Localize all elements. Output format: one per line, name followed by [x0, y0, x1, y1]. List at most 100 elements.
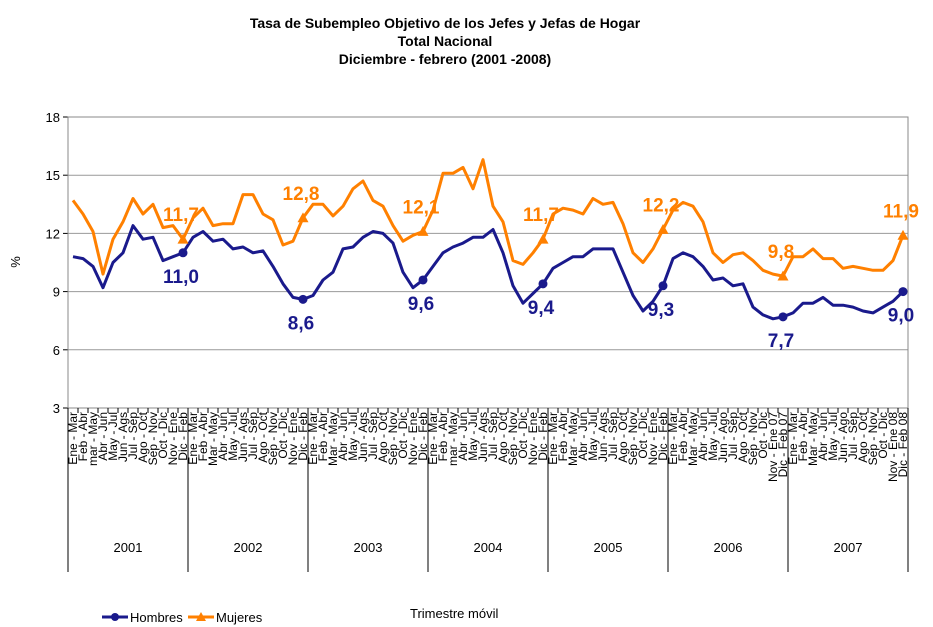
- data-label: 12,8: [283, 184, 320, 205]
- chart-title: Tasa de Subempleo Objetivo de los Jefes …: [250, 15, 641, 31]
- marker: [537, 233, 549, 244]
- x-tick-label: Feb - Abr: [676, 412, 690, 461]
- x-tick-label: May - Jul: [706, 412, 720, 461]
- x-tick-label: May - Jul: [346, 412, 360, 461]
- x-tick-label: Jul - Sep: [726, 412, 740, 460]
- x-tick-label: Feb - Abr: [556, 412, 570, 461]
- marker: [657, 224, 669, 234]
- marker: [778, 312, 788, 322]
- marker: [177, 233, 189, 244]
- x-tick-label: Oct - Dic: [156, 412, 170, 459]
- x-tick-label: Abr - Jun: [216, 412, 230, 461]
- marker: [898, 287, 908, 297]
- x-tick-label: Nov - Ene: [526, 412, 540, 466]
- y-tick-label: 9: [53, 285, 60, 300]
- x-tick-label: Feb - Abr: [196, 412, 210, 461]
- marker: [897, 229, 909, 240]
- x-tick-label: Mar - May: [686, 412, 700, 466]
- data-label: 7,7: [768, 331, 794, 352]
- x-tick-label: Nov - Ene: [286, 412, 300, 466]
- y-tick-label: 15: [46, 168, 60, 183]
- x-tick-label: Ene - Mar: [186, 412, 200, 465]
- data-label: 9,0: [888, 306, 914, 327]
- year-label: 2002: [234, 540, 263, 555]
- x-tick-label: Oct - Dic: [876, 412, 890, 459]
- x-tick-label: Mar - May: [326, 412, 340, 466]
- x-tick-label: mar - May: [446, 412, 460, 466]
- x-tick-label: Ene - Mar: [546, 412, 560, 465]
- data-label: 9,3: [648, 300, 674, 321]
- year-label: 2005: [594, 540, 623, 555]
- x-tick-label: Sep - Nov: [146, 412, 160, 465]
- x-tick-label: Jul - Sep: [606, 412, 620, 460]
- x-tick-label: Nov - Ene: [406, 412, 420, 466]
- legend-label: Mujeres: [216, 610, 263, 625]
- data-label: 11,7: [523, 205, 559, 226]
- x-tick-label: Nov - Ene 07: [766, 412, 780, 482]
- x-tick-label: Sep - Nov: [866, 412, 880, 465]
- y-tick-label: 3: [53, 401, 60, 416]
- x-tick-label: Ene - Mar: [786, 412, 800, 465]
- x-tick-label: Dic - Feb: [656, 412, 670, 461]
- data-label: 9,4: [528, 298, 555, 319]
- x-tick-label: Jul - Sep: [846, 412, 860, 460]
- x-tick-label: Dic - Feb: [416, 412, 430, 461]
- x-tick-label: Abr - Jun: [816, 412, 830, 461]
- year-label: 2003: [354, 540, 383, 555]
- x-tick-label: Mar - May: [806, 412, 820, 466]
- x-tick-label: Sep - Nov: [626, 412, 640, 465]
- x-tick-label: Ago - Oct: [376, 411, 390, 462]
- x-tick-label: Feb - Abr: [796, 412, 810, 461]
- data-label: 11,9: [883, 201, 919, 222]
- x-tick-label: Abr - Jun: [456, 412, 470, 461]
- x-tick-label: Dic - Feb 07: [776, 412, 790, 478]
- marker: [298, 294, 308, 304]
- x-tick-label: Jul - Sep: [366, 412, 380, 460]
- x-tick-label: Jul - Sep: [126, 412, 140, 460]
- x-tick-label: Jun - Ags: [476, 412, 490, 462]
- data-label: 11,0: [163, 267, 199, 288]
- x-tick-label: Dic - Feb: [536, 412, 550, 461]
- x-tick-label: Oct - Dic: [396, 412, 410, 459]
- marker: [777, 270, 789, 281]
- x-tick-label: Jun - Ags: [596, 412, 610, 462]
- x-tick-label: Mar - May: [206, 412, 220, 466]
- marker: [658, 281, 668, 291]
- x-tick-label: Nov - Ene: [166, 412, 180, 466]
- x-tick-label: Oct - Dic: [756, 412, 770, 459]
- x-tick-label: Sep - Nov: [386, 412, 400, 465]
- x-tick-label: Oct - Dic: [516, 412, 530, 459]
- x-tick-label: mar - May: [86, 412, 100, 466]
- x-tick-label: Ago - Oct: [856, 411, 870, 462]
- x-tick-label: Abr - Jun: [96, 412, 110, 461]
- year-label: 2001: [114, 540, 143, 555]
- x-tick-label: May - Jul: [106, 412, 120, 461]
- x-tick-label: Jun - Ags: [116, 412, 130, 462]
- series-line: [71, 158, 905, 278]
- x-tick-label: Ago - Oct: [616, 411, 630, 462]
- data-label: 12,2: [643, 196, 680, 217]
- data-label: 12,1: [403, 197, 440, 218]
- marker: [538, 279, 548, 289]
- x-tick-label: Jun - Ago: [836, 412, 850, 463]
- chart-subtitle: Total Nacional: [398, 33, 493, 49]
- x-tick-label: Nov - Ene 08: [886, 412, 900, 482]
- y-tick-label: 18: [46, 110, 60, 125]
- x-tick-label: Feb - Abr: [436, 412, 450, 461]
- x-tick-label: May - Jul: [826, 412, 840, 461]
- x-tick-label: Abr - Jun: [696, 412, 710, 461]
- marker: [178, 248, 188, 258]
- x-tick-label: Oct - Dic: [636, 412, 650, 459]
- chart-subtitle: Diciembre - febrero (2001 -2008): [339, 51, 551, 67]
- x-tick-label: Ago - Oct: [736, 411, 750, 462]
- x-tick-label: Feb - Abr: [316, 412, 330, 461]
- x-tick-label: May - Jul: [586, 412, 600, 461]
- x-tick-label: Dic - Feb 08: [896, 412, 910, 478]
- x-tick-label: Ene - Mar: [426, 412, 440, 465]
- x-tick-label: Feb - Abr: [76, 412, 90, 461]
- x-tick-label: Ene - Mar: [66, 412, 80, 465]
- x-axis-label: Trimestre móvil: [410, 606, 498, 621]
- marker: [297, 212, 309, 223]
- series-line: [72, 224, 905, 321]
